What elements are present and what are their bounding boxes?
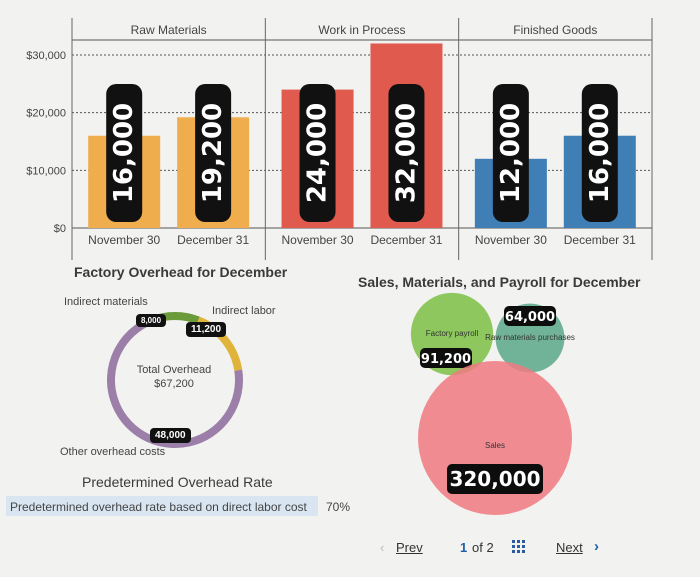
- bubble-name: Sales: [485, 441, 505, 450]
- bar-value-label: 24,000: [303, 103, 333, 203]
- next-button[interactable]: Next: [556, 540, 583, 555]
- x-tick-label: November 30: [475, 233, 547, 247]
- y-tick-label: $30,000: [26, 50, 66, 62]
- value-badge: [299, 84, 336, 222]
- bar-value-label: 16,000: [585, 103, 615, 203]
- indirect-labor-label: Indirect labor: [212, 305, 276, 317]
- rate-title: Predetermined Overhead Rate: [82, 474, 273, 490]
- x-tick-label: December 31: [177, 233, 249, 247]
- total-overhead-value: $67,200: [154, 378, 194, 390]
- bubble-value-label: 64,000: [505, 310, 555, 325]
- chevron-left-icon: ‹: [380, 540, 385, 555]
- value-badge: [388, 84, 425, 222]
- bubble-chart: Factory payroll 91,200 Raw materials purch…: [410, 292, 575, 515]
- x-tick-label: November 30: [88, 233, 160, 247]
- bubble-value-badge: [504, 306, 556, 326]
- rate-row-highlight: [6, 496, 318, 516]
- x-tick-label: December 31: [564, 233, 636, 247]
- indirect-materials-label: Indirect materials: [64, 296, 148, 308]
- bubble-value-badge: [420, 348, 472, 368]
- bubble-name: Raw materials purchases: [485, 333, 575, 342]
- x-tick-label: November 30: [282, 233, 354, 247]
- value-badge: [106, 84, 143, 222]
- group-label: Work in Process: [318, 23, 405, 37]
- group-label: Raw Materials: [131, 23, 207, 37]
- donut-slice: [107, 316, 243, 448]
- bubble-value-label: 320,000: [449, 467, 540, 491]
- value-badge: [581, 84, 618, 222]
- x-tick-label: December 31: [370, 233, 442, 247]
- page-count: of 2: [472, 540, 494, 555]
- bar-value-label: 32,000: [391, 103, 421, 203]
- grid-icon[interactable]: [512, 540, 526, 554]
- group-label: Finished Goods: [513, 23, 597, 37]
- indirect-materials-value: 8,000: [136, 314, 167, 327]
- bubble-chart-title: Sales, Materials, and Payroll for Decemb…: [358, 274, 641, 290]
- value-badge: [492, 84, 529, 222]
- y-tick-label: $0: [54, 223, 66, 235]
- overhead-chart-title: Factory Overhead for December: [74, 264, 288, 280]
- rate-label: Predetermined overhead rate based on dir…: [10, 500, 307, 514]
- inventory-bar-chart: $30,000 $20,000 $10,000 $0 Raw Materials 16,0…: [26, 18, 653, 260]
- bubble-value-label: 91,200: [421, 352, 471, 367]
- bubble-name: Factory payroll: [426, 329, 479, 338]
- bar-value-label: 16,000: [109, 103, 139, 203]
- prev-button[interactable]: Prev: [396, 540, 423, 555]
- bar-value-label: 19,200: [198, 103, 228, 203]
- page-number: 1: [460, 540, 468, 555]
- total-overhead-label: Total Overhead: [136, 364, 212, 376]
- bubble-value-badge: [447, 464, 543, 494]
- indirect-labor-value: 11,200: [186, 322, 227, 337]
- rate-value: 70%: [326, 500, 351, 514]
- other-overhead-value: 48,000: [150, 428, 191, 443]
- chevron-right-icon: ›: [594, 538, 599, 555]
- value-badge: [195, 84, 232, 222]
- other-overhead-label: Other overhead costs: [60, 446, 166, 458]
- y-tick-label: $10,000: [26, 165, 66, 177]
- bar-value-label: 12,000: [496, 103, 526, 203]
- y-tick-label: $20,000: [26, 108, 66, 120]
